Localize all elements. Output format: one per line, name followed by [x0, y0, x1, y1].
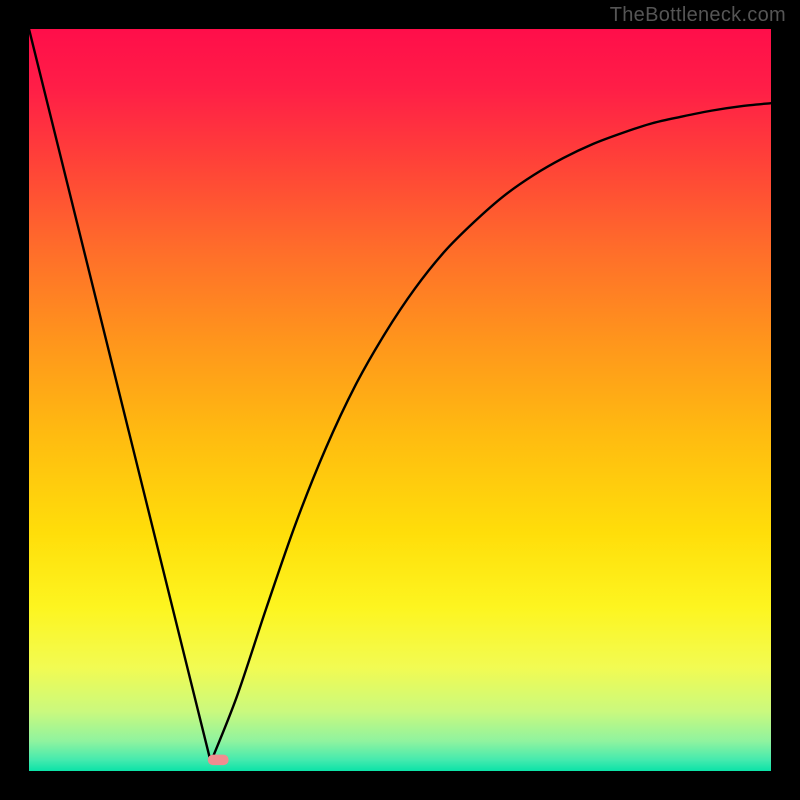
plot-area: [29, 29, 771, 771]
chart-frame: TheBottleneck.com: [0, 0, 800, 800]
watermark-text: TheBottleneck.com: [610, 4, 786, 27]
min-marker: [208, 755, 229, 765]
gradient-background: [29, 29, 771, 771]
plot-svg: [29, 29, 771, 771]
